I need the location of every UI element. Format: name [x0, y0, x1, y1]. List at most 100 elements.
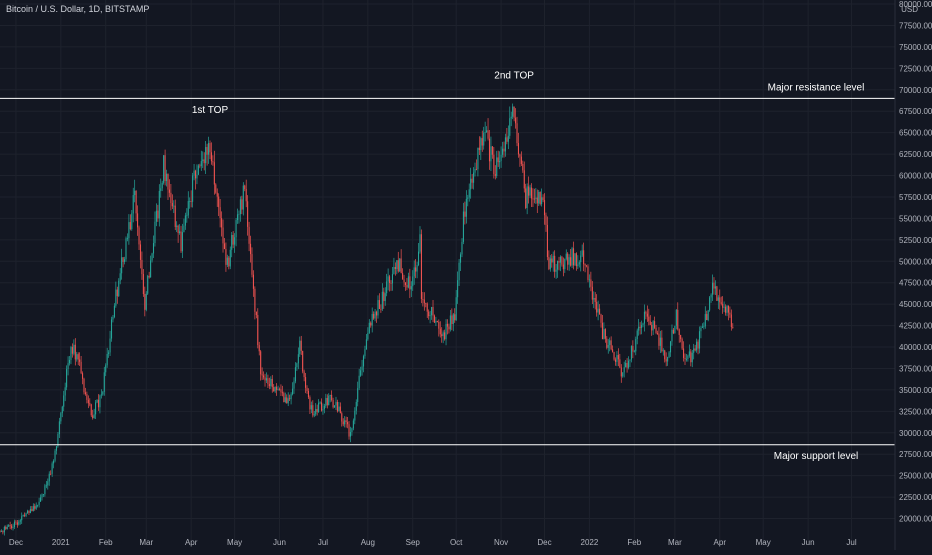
candle-body: [464, 211, 466, 217]
candle-body: [196, 174, 198, 179]
top-annotation: 2nd TOP: [494, 71, 534, 82]
x-tick-label: Aug: [361, 538, 375, 547]
candle-body: [66, 369, 68, 388]
candle-body: [528, 186, 530, 196]
candle-body: [131, 213, 133, 230]
candle-body: [183, 225, 185, 233]
y-tick-label: 65000.00: [899, 129, 932, 138]
candle-body: [263, 375, 265, 378]
candle-body: [706, 314, 708, 321]
y-tick-label: 80000.00: [899, 0, 932, 9]
candle-body: [587, 266, 589, 280]
candle-body: [617, 355, 619, 360]
candle-body: [386, 281, 388, 294]
candle-body: [174, 205, 176, 227]
candle-body: [303, 371, 305, 378]
candle-body: [254, 288, 256, 312]
x-tick-label: Apr: [185, 538, 198, 547]
candle-body: [622, 372, 624, 377]
candle-body: [357, 388, 359, 402]
candle-body: [284, 397, 286, 403]
candle-body: [229, 249, 231, 267]
candle-body: [538, 191, 540, 204]
candle-body: [654, 321, 656, 328]
candle-body: [277, 388, 279, 390]
candle-body: [461, 241, 463, 255]
candle-body: [436, 321, 438, 322]
candle-body: [632, 346, 634, 352]
candle-body: [431, 307, 433, 316]
candle-body: [377, 300, 379, 316]
candle-body: [575, 253, 577, 267]
candle-body: [727, 305, 729, 313]
candle-body: [620, 367, 622, 377]
candle-body: [189, 201, 191, 202]
candle-body: [312, 405, 314, 416]
candle-body: [192, 175, 194, 202]
candle-body: [612, 349, 614, 352]
candle-body: [150, 260, 152, 278]
candle-body: [661, 337, 663, 352]
candle-body: [166, 173, 168, 181]
candle-body: [371, 313, 373, 326]
candle-body: [212, 161, 214, 163]
candle-body: [643, 311, 646, 324]
candle-body: [0, 531, 2, 532]
candle-body: [435, 321, 437, 323]
candle-body: [83, 378, 85, 393]
x-tick-label: Jul: [318, 538, 328, 547]
candle-body: [226, 257, 228, 265]
candle-body: [438, 321, 440, 329]
candle-body: [577, 264, 579, 267]
candle-body: [648, 316, 650, 322]
candle-body: [607, 345, 609, 348]
candle-body: [9, 525, 11, 527]
candle-body: [486, 130, 488, 133]
candle-body: [512, 106, 514, 117]
time-axis[interactable]: Dec 2021 Feb Mar Apr May Jun Jul Aug Sep Oct Nov Dec…: [9, 538, 857, 547]
candle-body: [428, 311, 430, 317]
candle-body: [568, 257, 570, 265]
candle-body: [77, 354, 79, 360]
candle-body: [55, 446, 58, 451]
candle-body: [80, 361, 82, 374]
candle-body: [549, 258, 551, 270]
candle-body: [509, 118, 511, 136]
candle-body: [419, 234, 421, 252]
candle-body: [179, 231, 181, 233]
y-tick-label: 30000.00: [899, 429, 932, 438]
y-tick-label: 42500.00: [899, 322, 932, 331]
candle-body: [697, 341, 699, 349]
candle-body: [242, 185, 244, 210]
candle-body: [468, 189, 470, 198]
candle-body: [274, 386, 276, 392]
candle-body: [407, 276, 409, 288]
candle-body: [668, 352, 670, 358]
candle-body: [134, 190, 136, 196]
candle-body: [352, 420, 354, 429]
candle-body: [157, 210, 159, 219]
candle-body: [365, 339, 367, 350]
y-tick-label: 72500.00: [899, 64, 932, 73]
candle-body: [393, 266, 395, 275]
price-axis[interactable]: 20000.00 22500.00 25000.00 27500.00 30000.00…: [899, 0, 932, 524]
candle-body: [173, 205, 175, 207]
candle-body: [457, 280, 459, 298]
candle-body: [522, 163, 524, 171]
candle-body: [678, 329, 680, 335]
candle-body: [603, 329, 605, 340]
candle-body: [439, 328, 441, 335]
candle-body: [160, 188, 162, 191]
candle-body: [202, 159, 204, 162]
candle-body: [426, 303, 428, 312]
candle-body: [545, 215, 547, 225]
candle-body: [329, 394, 331, 396]
candle-body: [265, 378, 268, 381]
candle-body: [236, 214, 239, 221]
candle-body: [323, 405, 325, 410]
candle-body: [381, 291, 383, 310]
candle-body: [53, 460, 55, 464]
candle-body: [8, 525, 10, 527]
